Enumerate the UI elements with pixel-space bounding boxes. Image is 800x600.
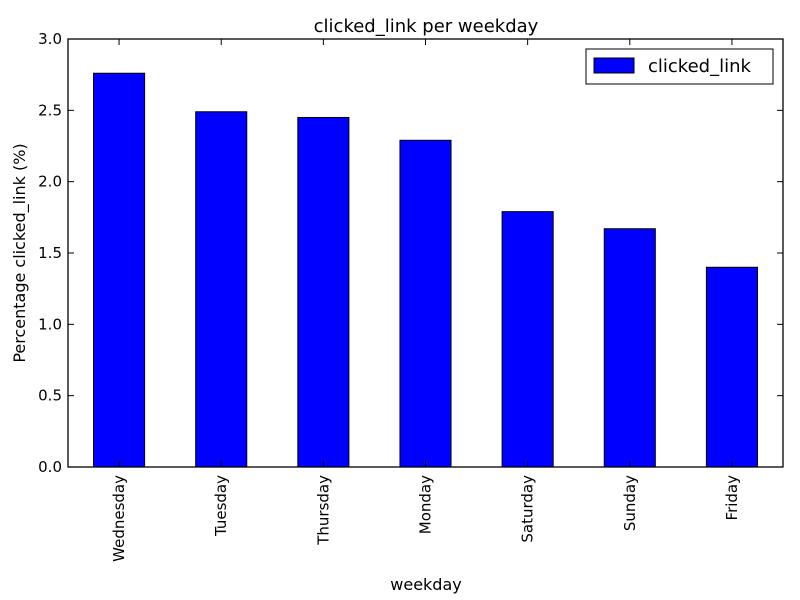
y-axis-label: Percentage clicked_link (%) bbox=[10, 143, 30, 362]
y-tick-label: 3.0 bbox=[38, 30, 62, 48]
bar-tuesday bbox=[195, 111, 248, 468]
x-tick-label-monday: Monday bbox=[417, 475, 435, 534]
x-tick-label-thursday: Thursday bbox=[314, 475, 332, 546]
y-tick-label: 2.5 bbox=[38, 101, 62, 119]
bar-friday bbox=[705, 266, 758, 468]
legend-swatch bbox=[593, 57, 635, 74]
x-tick-label-tuesday: Tuesday bbox=[212, 475, 230, 537]
bar-saturday bbox=[501, 211, 554, 468]
y-tick-label: 1.5 bbox=[38, 244, 62, 262]
plot-frame bbox=[67, 38, 784, 468]
bar-thursday bbox=[297, 116, 350, 468]
x-axis-label: weekday bbox=[390, 575, 461, 594]
bars-group bbox=[93, 72, 758, 468]
x-axis-ticks: Wednesday Tuesday Thursday Monday Saturday Su… bbox=[110, 39, 741, 562]
x-tick-label-wednesday: Wednesday bbox=[110, 475, 128, 562]
y-tick-label: 0.5 bbox=[38, 387, 62, 405]
legend-label: clicked_link bbox=[648, 56, 751, 77]
y-tick-label: 0.0 bbox=[38, 458, 62, 476]
chart-title: clicked_link per weekday bbox=[314, 16, 539, 37]
x-tick-label-sunday: Sunday bbox=[621, 475, 639, 531]
legend: clicked_link bbox=[585, 48, 774, 85]
bar-monday bbox=[399, 139, 452, 468]
x-tick-label-saturday: Saturday bbox=[519, 475, 537, 543]
x-tick-label-friday: Friday bbox=[723, 475, 741, 521]
bar-sunday bbox=[603, 228, 656, 468]
y-tick-label: 1.0 bbox=[38, 315, 62, 333]
y-tick-label: 2.0 bbox=[38, 173, 62, 191]
bar-wednesday bbox=[93, 72, 146, 468]
